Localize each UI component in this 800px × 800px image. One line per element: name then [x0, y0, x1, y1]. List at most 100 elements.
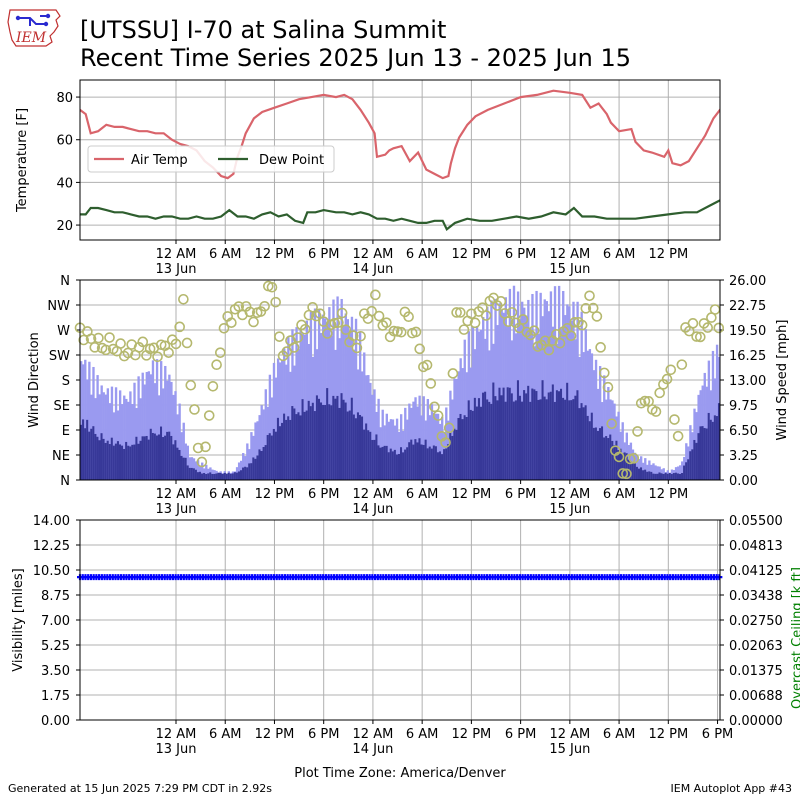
wind-direction-point — [480, 310, 492, 321]
wind-speed-bar — [385, 445, 388, 480]
wind-speed-bar — [84, 428, 87, 480]
wind-gust-bar — [494, 298, 497, 480]
wind-speed-bar — [80, 424, 83, 480]
wind-gust-bar — [102, 392, 105, 480]
wind-direction-point — [192, 442, 204, 454]
visibility-axis-label: Visibility [miles] — [11, 568, 26, 671]
wind-speed-bar — [545, 399, 548, 480]
wind-direction-point — [78, 334, 89, 346]
x-tick-label: 6 PM — [308, 247, 339, 262]
wind-direction-point — [259, 300, 270, 312]
wind-speed-bar — [576, 390, 579, 480]
wind-speed-bar — [147, 439, 151, 480]
wind-speed-bar — [334, 398, 337, 480]
wind-gust-bar — [346, 319, 350, 480]
wind-speed-bar — [644, 469, 647, 480]
wind-direction-point — [307, 301, 318, 313]
wind-speed-bar — [590, 412, 594, 480]
wind-direction-point — [178, 293, 189, 305]
wind-speed-bar — [527, 385, 530, 480]
wind-speed-bar — [100, 433, 103, 480]
wind-speed-bar — [153, 433, 157, 480]
x-tick-label: 12 PM — [255, 487, 295, 502]
wind-speed-bar — [434, 446, 438, 480]
visibility-tick-label: 10.50 — [33, 564, 70, 579]
wind-direction-point — [299, 323, 311, 335]
wind-direction-point — [621, 468, 632, 480]
wind-speed-bar — [223, 472, 226, 480]
wind-speed-bar — [676, 473, 680, 480]
wind-speed-bar — [377, 445, 380, 480]
wind-gust-bar — [137, 376, 140, 480]
wind-gust-bar — [84, 359, 87, 480]
wind-gust-bar — [123, 395, 126, 480]
wind-speed-bar — [486, 399, 489, 480]
wind-speed-bar — [705, 428, 708, 480]
wind-gust-bar — [108, 403, 112, 480]
wind-speed-bar — [598, 428, 602, 480]
wind-gust-bar — [545, 301, 548, 480]
wind-gust-bar — [162, 388, 165, 480]
wind-dir-tick-label: SE — [54, 399, 70, 414]
x-tick-label: 6 AM — [603, 727, 636, 742]
wind-speed-bar — [582, 407, 585, 480]
wind-speed-bar — [646, 471, 649, 480]
wind-speed-bar — [494, 396, 497, 480]
wind-speed-bar — [537, 399, 540, 480]
wind-speed-bar — [346, 411, 350, 480]
wind-speed-bar — [328, 404, 331, 480]
wind-gust-bar — [652, 463, 655, 480]
wind-speed-bar — [309, 406, 313, 480]
wind-speed-bar — [603, 437, 606, 480]
x-tick-label: 6 AM — [209, 727, 242, 742]
wind-speed-bar — [426, 448, 430, 480]
wind-direction-point — [591, 311, 603, 322]
wind-speed-bar — [244, 466, 247, 480]
wind-speed-bar — [701, 426, 704, 480]
wind-speed-bar — [414, 439, 417, 480]
wind-gust-bar — [369, 382, 372, 480]
wind-direction-point — [451, 307, 462, 318]
x-tick-label: 6 AM — [603, 487, 636, 502]
wind-speed-bar — [371, 439, 374, 480]
wind-direction-point — [443, 422, 455, 434]
wind-speed-bar — [354, 418, 358, 480]
wind-direction-point — [432, 410, 444, 421]
wind-gust-bar — [160, 361, 163, 480]
wind-speed-bar — [625, 453, 628, 480]
wind-speed-bar — [650, 471, 653, 480]
wind-gust-bar — [322, 314, 325, 480]
wind-speed-bar — [502, 387, 505, 480]
wind-speed-bar — [629, 461, 633, 480]
wind-speed-bar — [303, 411, 306, 480]
wind-direction-point — [429, 401, 440, 413]
wind-speed-bar — [658, 472, 661, 480]
wind-speed-bar — [225, 473, 228, 480]
wind-speed-bar — [715, 416, 719, 480]
wind-gust-bar — [268, 374, 272, 480]
wind-speed-bar — [689, 451, 692, 480]
wind-speed-bar — [194, 469, 198, 480]
wind-speed-bar — [307, 400, 311, 480]
wind-speed-bar — [436, 452, 440, 480]
wind-direction-point — [292, 332, 304, 343]
wind-gust-bar — [98, 394, 101, 480]
wind-gust-bar — [535, 290, 538, 480]
legend-box — [87, 145, 335, 173]
x-tick-label: 12 PM — [452, 727, 492, 742]
wind-speed-bar — [475, 406, 479, 480]
x-tick-label: 12 PM — [648, 247, 688, 262]
wind-direction-point — [196, 456, 208, 468]
x-tick-label: 6 PM — [308, 487, 339, 502]
wind-speed-bar — [397, 453, 401, 480]
wind-gust-bar — [445, 407, 448, 480]
wind-gust-bar — [363, 352, 366, 480]
wind-gust-bar — [521, 301, 524, 480]
wind-speed-tick-label: 3.25 — [729, 449, 758, 464]
wind-direction-point — [554, 337, 566, 349]
wind-direction-point — [333, 317, 344, 328]
wind-direction-point — [100, 344, 112, 356]
wind-gust-bar — [436, 413, 440, 480]
x-tick-date-label: 13 Jun — [156, 262, 197, 277]
